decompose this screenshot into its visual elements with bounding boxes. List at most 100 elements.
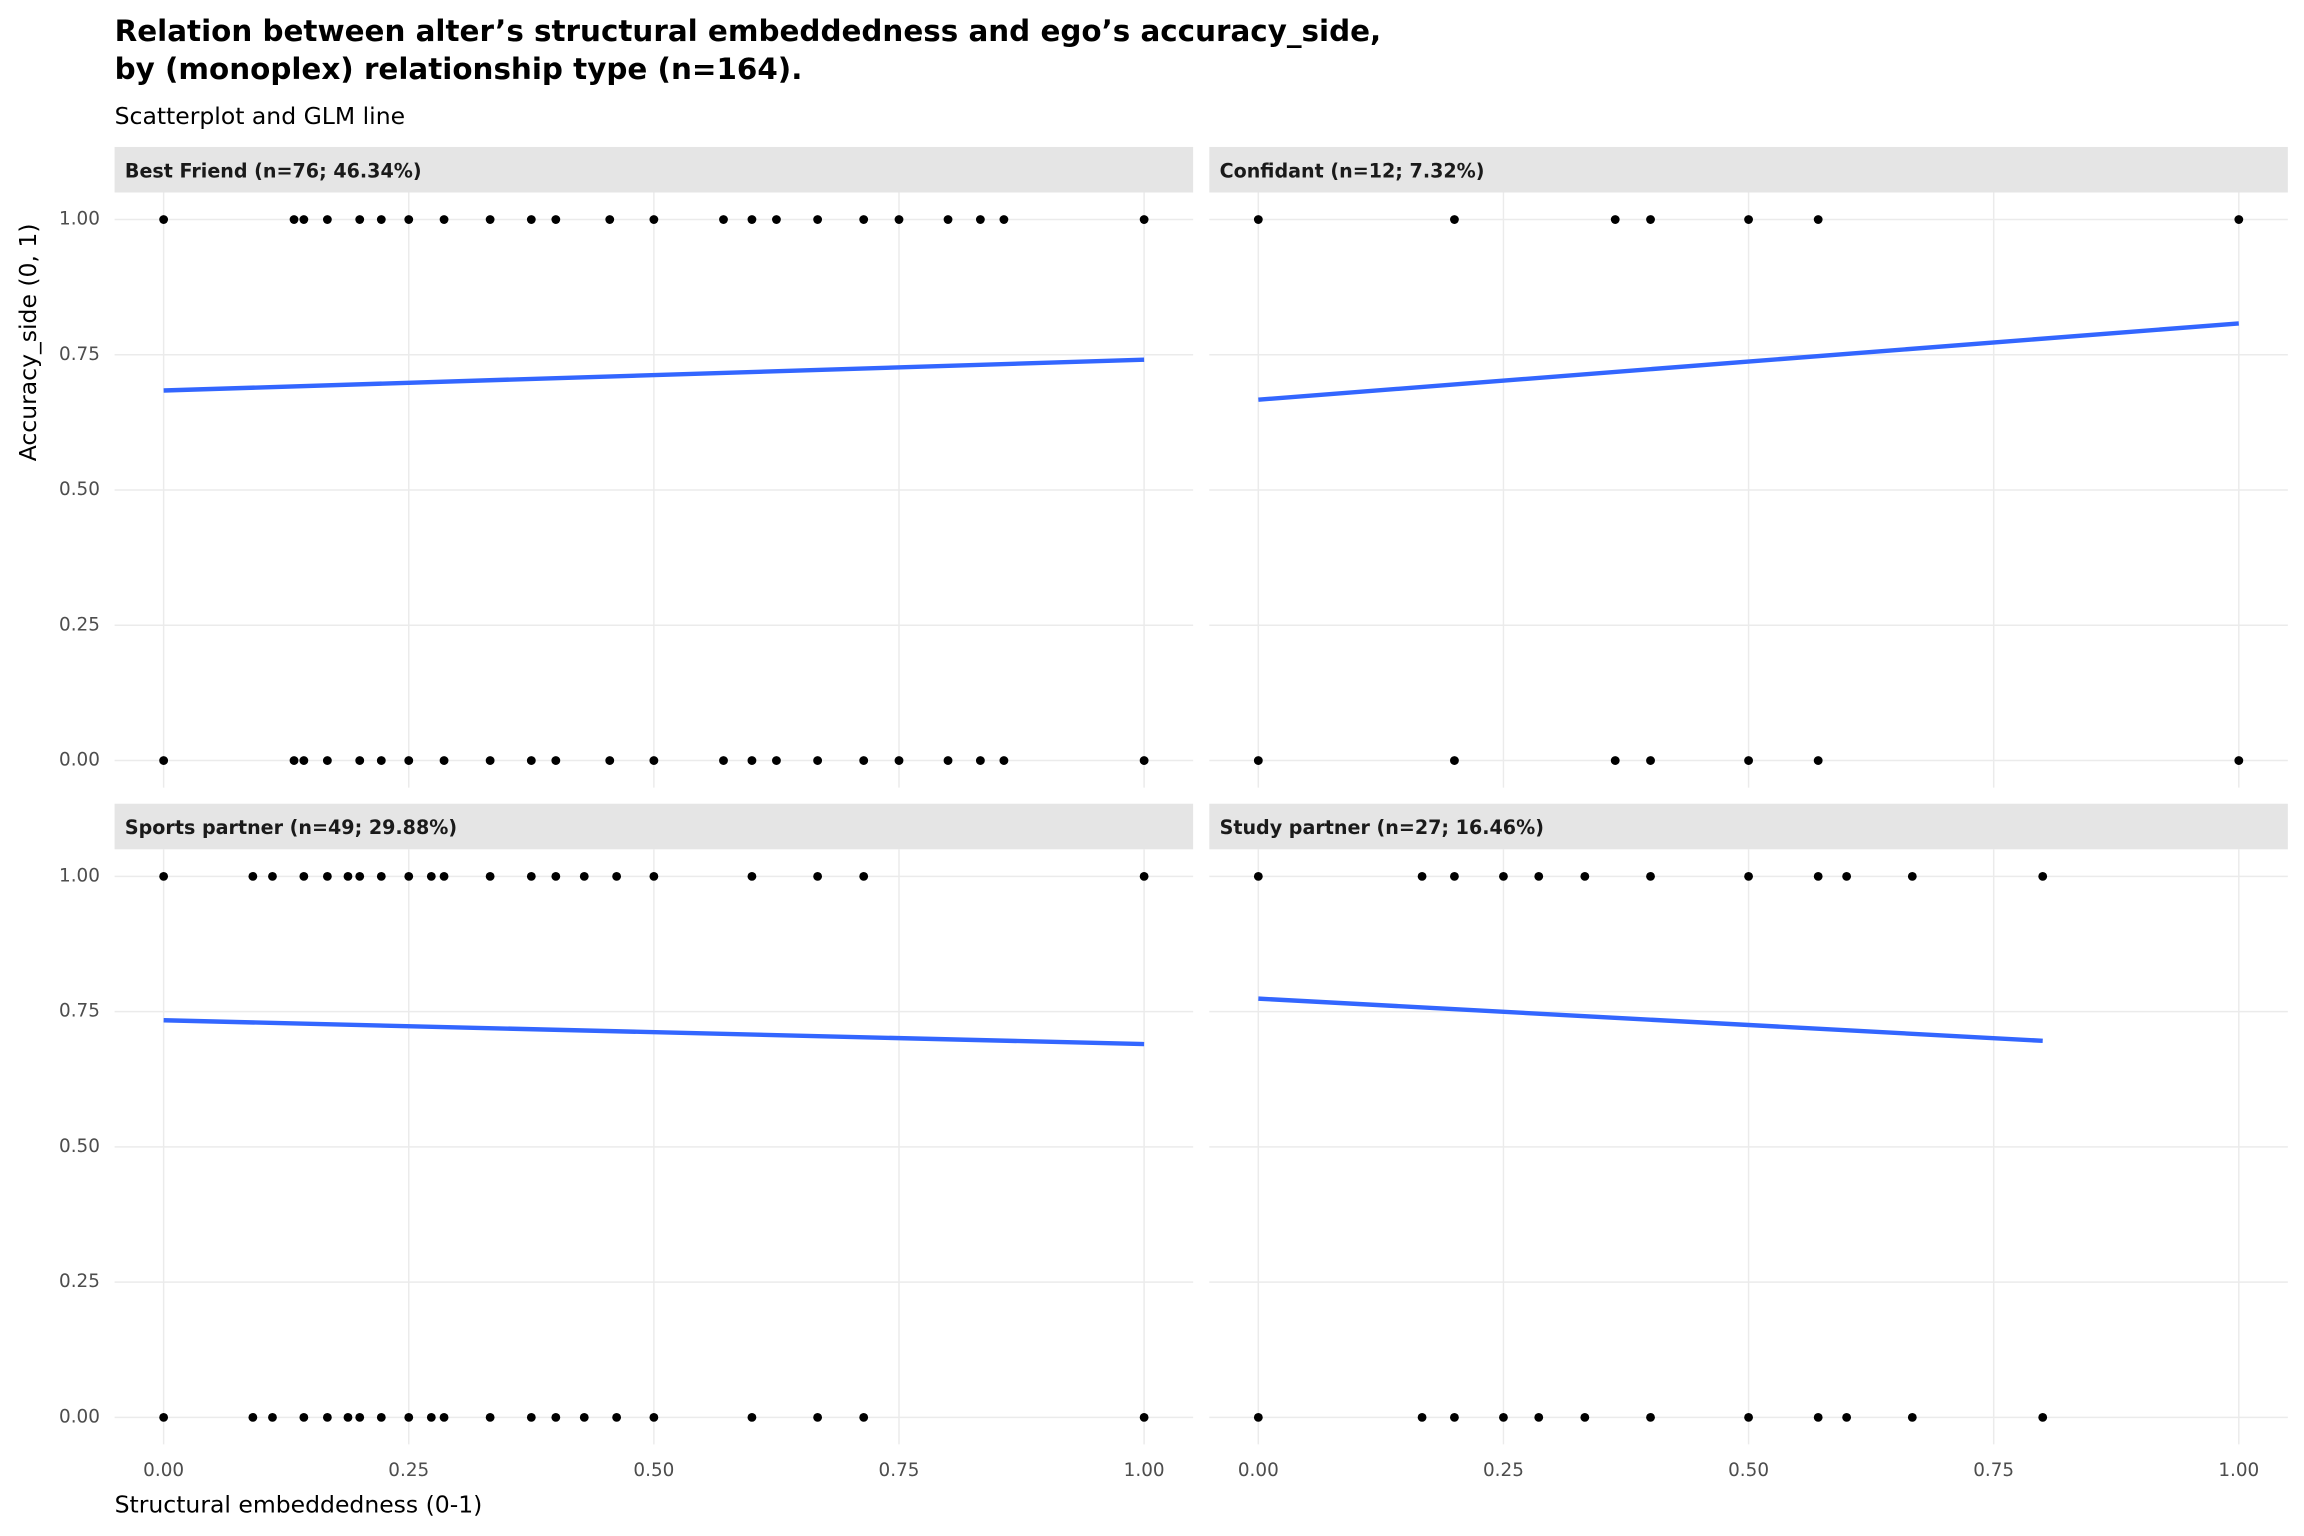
point (605, 756, 615, 765)
chart-title: Relation between alter’s structural embe… (115, 14, 1382, 48)
x-tick-label: 0.00 (143, 1460, 184, 1481)
point (439, 871, 449, 881)
y-tick-label: 0.50 (59, 479, 100, 500)
point (813, 756, 823, 765)
point (159, 215, 169, 224)
point (551, 756, 561, 765)
point (859, 756, 869, 765)
point (1139, 215, 1149, 224)
point (605, 215, 615, 224)
point (649, 871, 659, 881)
point (772, 215, 781, 224)
strip (114, 146, 1194, 193)
x-tick-label: 0.75 (879, 1460, 920, 1481)
x-tick-label: 0.00 (1238, 1460, 1279, 1481)
point (1610, 215, 1620, 224)
point (719, 215, 728, 224)
y-tick-label: 1.00 (59, 209, 100, 230)
fit-line (163, 357, 1145, 393)
point (1139, 1412, 1149, 1422)
y-tick-label: 0.75 (59, 1001, 100, 1022)
point (1139, 871, 1149, 881)
panel-title: Confidant (n=12; 7.32%) (1220, 159, 1485, 182)
point (485, 871, 495, 881)
point (813, 871, 823, 881)
strip (1209, 803, 2288, 850)
point (268, 871, 277, 881)
point (526, 871, 536, 881)
point (1744, 756, 1753, 765)
x-tick-label: 0.75 (1973, 1460, 2014, 1481)
point (1907, 871, 1917, 881)
x-tick-label: 0.50 (1728, 1460, 1769, 1481)
point (649, 1412, 659, 1422)
point (894, 215, 904, 224)
point (404, 215, 414, 224)
point (579, 1412, 589, 1422)
point (526, 1412, 536, 1422)
point (404, 756, 414, 765)
point (1253, 871, 1263, 881)
y-tick-label: 0.25 (59, 614, 100, 635)
y-tick-label: 0.25 (59, 1271, 100, 1292)
panel-title: Study partner (n=27; 16.46%) (1220, 816, 1544, 839)
point (322, 1412, 332, 1422)
point (551, 871, 561, 881)
fit-line (1258, 996, 2043, 1044)
point (299, 1412, 309, 1422)
point (894, 756, 904, 765)
point (999, 756, 1009, 765)
point (343, 1412, 353, 1422)
y-tick-label: 1.00 (59, 865, 100, 886)
point (859, 215, 869, 224)
point (485, 215, 495, 224)
point (2234, 756, 2244, 765)
chart-subtitle: Scatterplot and GLM line (115, 102, 405, 130)
point (1450, 1412, 1459, 1422)
point (526, 215, 536, 224)
fit-line (1258, 321, 2239, 402)
point (1813, 1412, 1823, 1422)
chart-title: by (monoplex) relationship type (n=164). (115, 52, 803, 86)
point (1744, 1412, 1753, 1422)
point (1253, 215, 1263, 224)
point (426, 871, 436, 881)
strip (114, 803, 1194, 850)
point (1417, 871, 1427, 881)
point (975, 756, 985, 765)
point (404, 871, 414, 881)
point (439, 756, 449, 765)
point (1646, 215, 1655, 224)
point (355, 871, 365, 881)
point (1417, 1412, 1427, 1422)
point (322, 215, 332, 224)
point (1499, 1412, 1508, 1422)
y-axis-label: Accuracy_side (0, 1) (14, 223, 42, 461)
point (376, 756, 386, 765)
point (1580, 1412, 1590, 1422)
point (485, 1412, 495, 1422)
fit-line (163, 1018, 1145, 1047)
point (747, 871, 757, 881)
point (1580, 871, 1590, 881)
strip (1209, 146, 2288, 193)
point (1842, 1412, 1852, 1422)
x-tick-label: 0.25 (388, 1460, 429, 1481)
point (299, 215, 309, 224)
point (1450, 215, 1459, 224)
point (1253, 756, 1263, 765)
y-tick-label: 0.00 (59, 1406, 100, 1427)
point (1646, 756, 1655, 765)
point (612, 1412, 622, 1422)
y-tick-label: 0.50 (59, 1136, 100, 1157)
point (1813, 215, 1823, 224)
point (439, 1412, 449, 1422)
point (747, 756, 757, 765)
point (248, 1412, 258, 1422)
panel-title: Best Friend (n=76; 46.34%) (125, 159, 422, 182)
point (772, 756, 781, 765)
point (747, 215, 757, 224)
point (322, 756, 332, 765)
